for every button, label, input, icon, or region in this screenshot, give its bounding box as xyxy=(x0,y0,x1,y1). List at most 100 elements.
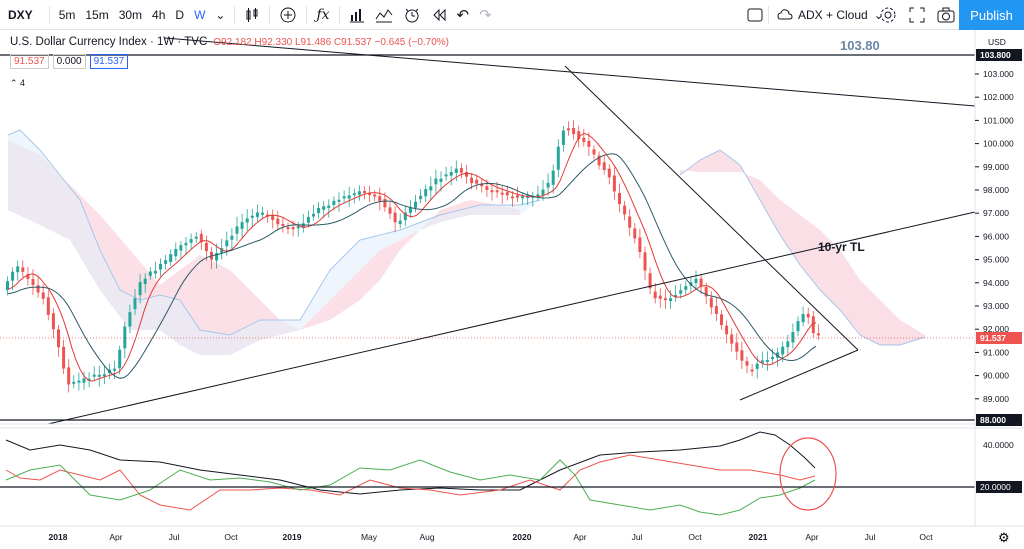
candle-body xyxy=(153,270,157,274)
price-axis-label: 93.000 xyxy=(983,301,1009,311)
compare-icon[interactable] xyxy=(370,0,398,30)
settings-icon[interactable] xyxy=(874,0,902,30)
candle-body xyxy=(541,189,545,196)
candle-body xyxy=(434,178,438,185)
candle-body xyxy=(16,266,20,273)
candle-body xyxy=(577,131,581,140)
trendline-label: 10-yr TL xyxy=(818,240,865,254)
ten-year-trendline xyxy=(47,211,976,425)
time-axis-label: Apr xyxy=(109,532,122,542)
candle-body xyxy=(419,195,423,200)
candle-body xyxy=(806,313,810,318)
candle-body xyxy=(567,128,570,131)
candle-body xyxy=(801,314,805,323)
candle-body xyxy=(572,128,576,135)
undo-icon[interactable]: ↶ xyxy=(456,6,470,24)
candle-body xyxy=(398,220,402,225)
candle-body xyxy=(286,227,290,230)
candle-body xyxy=(669,298,672,302)
candle-body xyxy=(169,254,173,262)
candle-body xyxy=(322,206,326,210)
currency-label: USD xyxy=(988,37,1006,47)
candle-body xyxy=(699,278,703,287)
adx-line xyxy=(5,431,816,495)
candle-body xyxy=(561,130,565,145)
interval-dropdown-icon[interactable]: ⌄ xyxy=(215,7,226,22)
alert-icon[interactable] xyxy=(398,0,426,30)
candle-body xyxy=(684,286,688,290)
candle-body xyxy=(368,192,372,196)
candle-body xyxy=(342,196,346,199)
symbol-search[interactable]: DXY xyxy=(8,7,33,22)
interval-4h[interactable]: 4h xyxy=(152,7,166,22)
candle-body xyxy=(638,237,642,253)
candle-body xyxy=(347,195,351,199)
candle-body xyxy=(454,168,458,173)
candle-body xyxy=(164,260,168,264)
moving-average-slow xyxy=(7,153,817,379)
candle-body xyxy=(602,162,606,171)
candle-body xyxy=(138,282,142,296)
candle-body xyxy=(46,297,50,315)
candle-body xyxy=(11,271,15,281)
candle-body xyxy=(317,208,321,214)
time-axis-label: Oct xyxy=(919,532,933,542)
osc-tag-bg xyxy=(976,481,1022,493)
candle-body xyxy=(709,297,713,308)
time-axis-label: Oct xyxy=(224,532,238,542)
interval-d[interactable]: D xyxy=(175,7,185,22)
cloud-edge-future xyxy=(679,149,926,346)
candle-body xyxy=(633,228,637,239)
candle-body xyxy=(393,212,397,223)
separator xyxy=(269,5,271,24)
candle-body xyxy=(495,190,499,193)
separator xyxy=(338,5,340,24)
financials-icon[interactable] xyxy=(344,0,370,30)
candle-body xyxy=(725,325,729,335)
candle-body xyxy=(215,253,219,261)
publish-button[interactable]: Publish xyxy=(959,0,1024,30)
candle-body xyxy=(383,198,387,208)
layout-icon[interactable] xyxy=(742,0,768,30)
interval-30m[interactable]: 30m xyxy=(118,7,143,22)
triangle-lower-line xyxy=(739,349,859,401)
candle-body xyxy=(408,207,412,213)
candle-body xyxy=(470,177,474,184)
indicators-icon[interactable]: ƒx xyxy=(316,6,330,23)
candle-body xyxy=(179,245,183,251)
legend-collapse-toggle[interactable]: ⌃ 4 xyxy=(10,78,26,88)
candle-body xyxy=(714,306,718,314)
value-box-change: 0.000 xyxy=(52,54,86,69)
candle-body xyxy=(582,137,586,142)
candle-body xyxy=(327,205,331,208)
time-axis-label: Jul xyxy=(169,532,180,542)
candle-body xyxy=(587,140,591,147)
interval-5m[interactable]: 5m xyxy=(58,7,76,22)
interval-15m[interactable]: 15m xyxy=(85,7,109,22)
candle-body xyxy=(388,207,392,214)
candle-body xyxy=(546,182,550,188)
candle-body xyxy=(31,279,35,286)
candle-body xyxy=(730,334,734,344)
candle-body xyxy=(291,227,295,230)
candle-body xyxy=(97,374,101,377)
candle-style-icon[interactable] xyxy=(239,0,265,30)
interval-w[interactable]: W xyxy=(194,7,206,22)
add-compare-icon[interactable] xyxy=(274,0,302,30)
time-axis-label: Aug xyxy=(419,532,434,542)
indicator-template-button[interactable]: ADX + Cloud ⌄ xyxy=(772,0,889,30)
collapse-count: 4 xyxy=(20,78,26,88)
separator xyxy=(234,5,236,24)
candle-body xyxy=(337,199,341,202)
fullscreen-icon[interactable] xyxy=(904,0,930,30)
candle-body xyxy=(204,242,208,252)
candle-body xyxy=(240,222,244,229)
camera-icon[interactable] xyxy=(932,0,960,30)
candle-body xyxy=(403,212,407,221)
redo-icon[interactable]: ↷ xyxy=(479,6,492,24)
candle-body xyxy=(424,189,428,197)
candle-body xyxy=(490,190,494,193)
candle-body xyxy=(378,196,382,201)
replay-icon[interactable] xyxy=(426,0,452,30)
